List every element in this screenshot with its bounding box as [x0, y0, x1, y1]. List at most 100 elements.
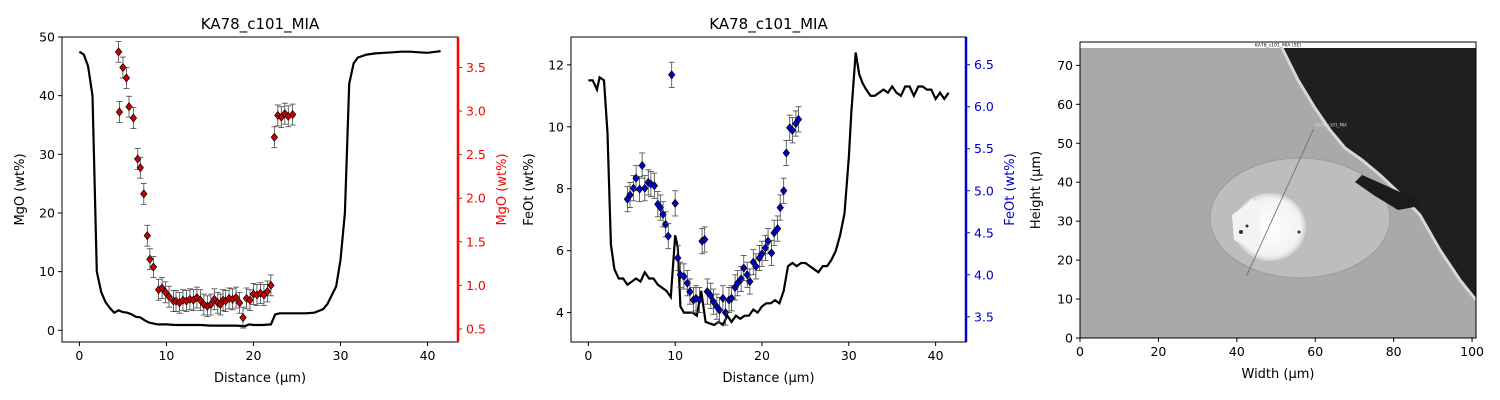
data-point	[143, 231, 151, 241]
data-point	[788, 125, 797, 135]
data-point	[114, 47, 123, 57]
y-tick-label: 10	[39, 264, 55, 279]
data-point	[235, 298, 244, 308]
data-point	[196, 295, 205, 305]
sem-image: KA78_c101_MIA (SE) KA78_c101_MIA	[1080, 42, 1476, 338]
data-point	[232, 292, 240, 303]
data-point	[686, 287, 694, 297]
x-tick-label: 20	[754, 348, 770, 363]
data-point	[758, 249, 766, 259]
data-point	[715, 305, 724, 315]
y-right-tick-label: 3.5	[974, 309, 994, 324]
profile-line	[78, 50, 441, 328]
y-tick-label: 4	[556, 305, 564, 320]
y-tick-label: 40	[39, 88, 55, 103]
y-right-tick-label: 1.5	[466, 234, 486, 249]
data-point	[794, 114, 803, 124]
data-point	[767, 248, 776, 258]
data-point	[165, 292, 173, 302]
data-point	[659, 209, 667, 219]
data-point	[656, 203, 665, 213]
y-right-tick-label: 5.0	[974, 183, 994, 198]
y-right-tick-label: 3.0	[466, 104, 486, 119]
y-axis-label: MgO (wt%)	[13, 153, 28, 225]
y-tick-label: 0	[47, 323, 55, 338]
x-tick-label: 40	[928, 348, 944, 363]
data-point	[158, 283, 166, 293]
data-point	[761, 243, 770, 253]
y-right-tick-label: 0.5	[466, 321, 486, 336]
y-axis-label: FeOt (wt%)	[522, 153, 537, 225]
y-right-tick-label: 2.5	[466, 147, 486, 162]
dark-spot	[1297, 230, 1301, 234]
data-point	[140, 189, 148, 199]
oxide-lobe	[1355, 175, 1420, 210]
chart-title: KA78_c101_MIA	[709, 15, 828, 34]
data-point	[719, 293, 727, 303]
data-point	[661, 219, 670, 229]
data-point	[267, 280, 275, 290]
x-tick-label: 0	[75, 348, 83, 363]
x-tick-label: 60	[1307, 344, 1323, 359]
data-point	[200, 299, 208, 310]
data-point	[692, 293, 700, 303]
y-right-axis-label: MgO (wt%)	[495, 153, 510, 225]
data-point	[146, 254, 154, 264]
data-point	[695, 295, 704, 305]
y-tick-label: 20	[39, 205, 55, 220]
data-point	[752, 261, 760, 271]
y-tick-label: 30	[1057, 214, 1073, 229]
x-tick-label: 30	[841, 348, 857, 363]
data-point	[721, 308, 730, 318]
y-tick-label: 50	[1057, 136, 1073, 151]
profile-line	[588, 52, 950, 327]
data-point	[122, 73, 131, 83]
data-point	[773, 224, 782, 234]
data-point	[274, 110, 282, 120]
data-point	[134, 154, 142, 164]
x-tick-label: 10	[667, 348, 683, 363]
y-right-tick-label: 4.5	[974, 225, 994, 240]
y-right-tick-label: 6.5	[974, 57, 994, 72]
chart-title: KA78_c101_MIA	[201, 15, 320, 34]
x-tick-label: 40	[1229, 344, 1245, 359]
data-point	[683, 278, 691, 288]
y-right-axis-label: FeOt (wt%)	[1003, 153, 1018, 225]
data-point	[676, 270, 685, 280]
data-point	[701, 234, 709, 245]
data-point	[680, 271, 688, 282]
profile-line	[1246, 129, 1314, 276]
y-right-tick-label: 1.0	[466, 278, 486, 293]
x-tick-label: 100	[1460, 344, 1484, 359]
data-point	[746, 276, 754, 287]
data-point	[629, 183, 638, 193]
data-point	[242, 293, 251, 303]
chart-panel-2: 0 10 20 30 40 4 6 8 10 12 3.5 4.0 4.5 5.0 5.5 6.0 6.5 KA7…	[522, 15, 1018, 386]
x-axis-label: Distance (µm)	[214, 371, 306, 386]
data-point	[207, 299, 215, 310]
data-point	[125, 102, 133, 112]
x-axis-label: Distance (µm)	[722, 371, 814, 386]
x-tick-label: 20	[246, 348, 262, 363]
data-point	[709, 297, 718, 307]
y-tick-label: 10	[1057, 292, 1073, 307]
x-tick-label: 0	[1076, 344, 1084, 359]
y-tick-label: 0	[1065, 331, 1073, 346]
data-point	[149, 262, 158, 272]
grain-boundary	[1280, 47, 1476, 301]
image-title: KA78_c101_MIA (SE)	[1255, 43, 1301, 49]
data-point	[129, 113, 138, 123]
dark-spot	[1245, 224, 1249, 228]
data-point	[626, 190, 634, 200]
x-tick-label: 80	[1386, 344, 1402, 359]
data-point	[246, 295, 254, 305]
data-point	[674, 253, 682, 263]
data-point	[764, 236, 772, 246]
data-point	[668, 70, 676, 80]
y-tick-label: 70	[1057, 58, 1073, 73]
y-tick-label: 40	[1057, 175, 1073, 190]
x-tick-label: 40	[420, 348, 436, 363]
image-annotation: KA78_c101_MIA	[1315, 123, 1347, 128]
y-tick-label: 6	[556, 243, 564, 258]
